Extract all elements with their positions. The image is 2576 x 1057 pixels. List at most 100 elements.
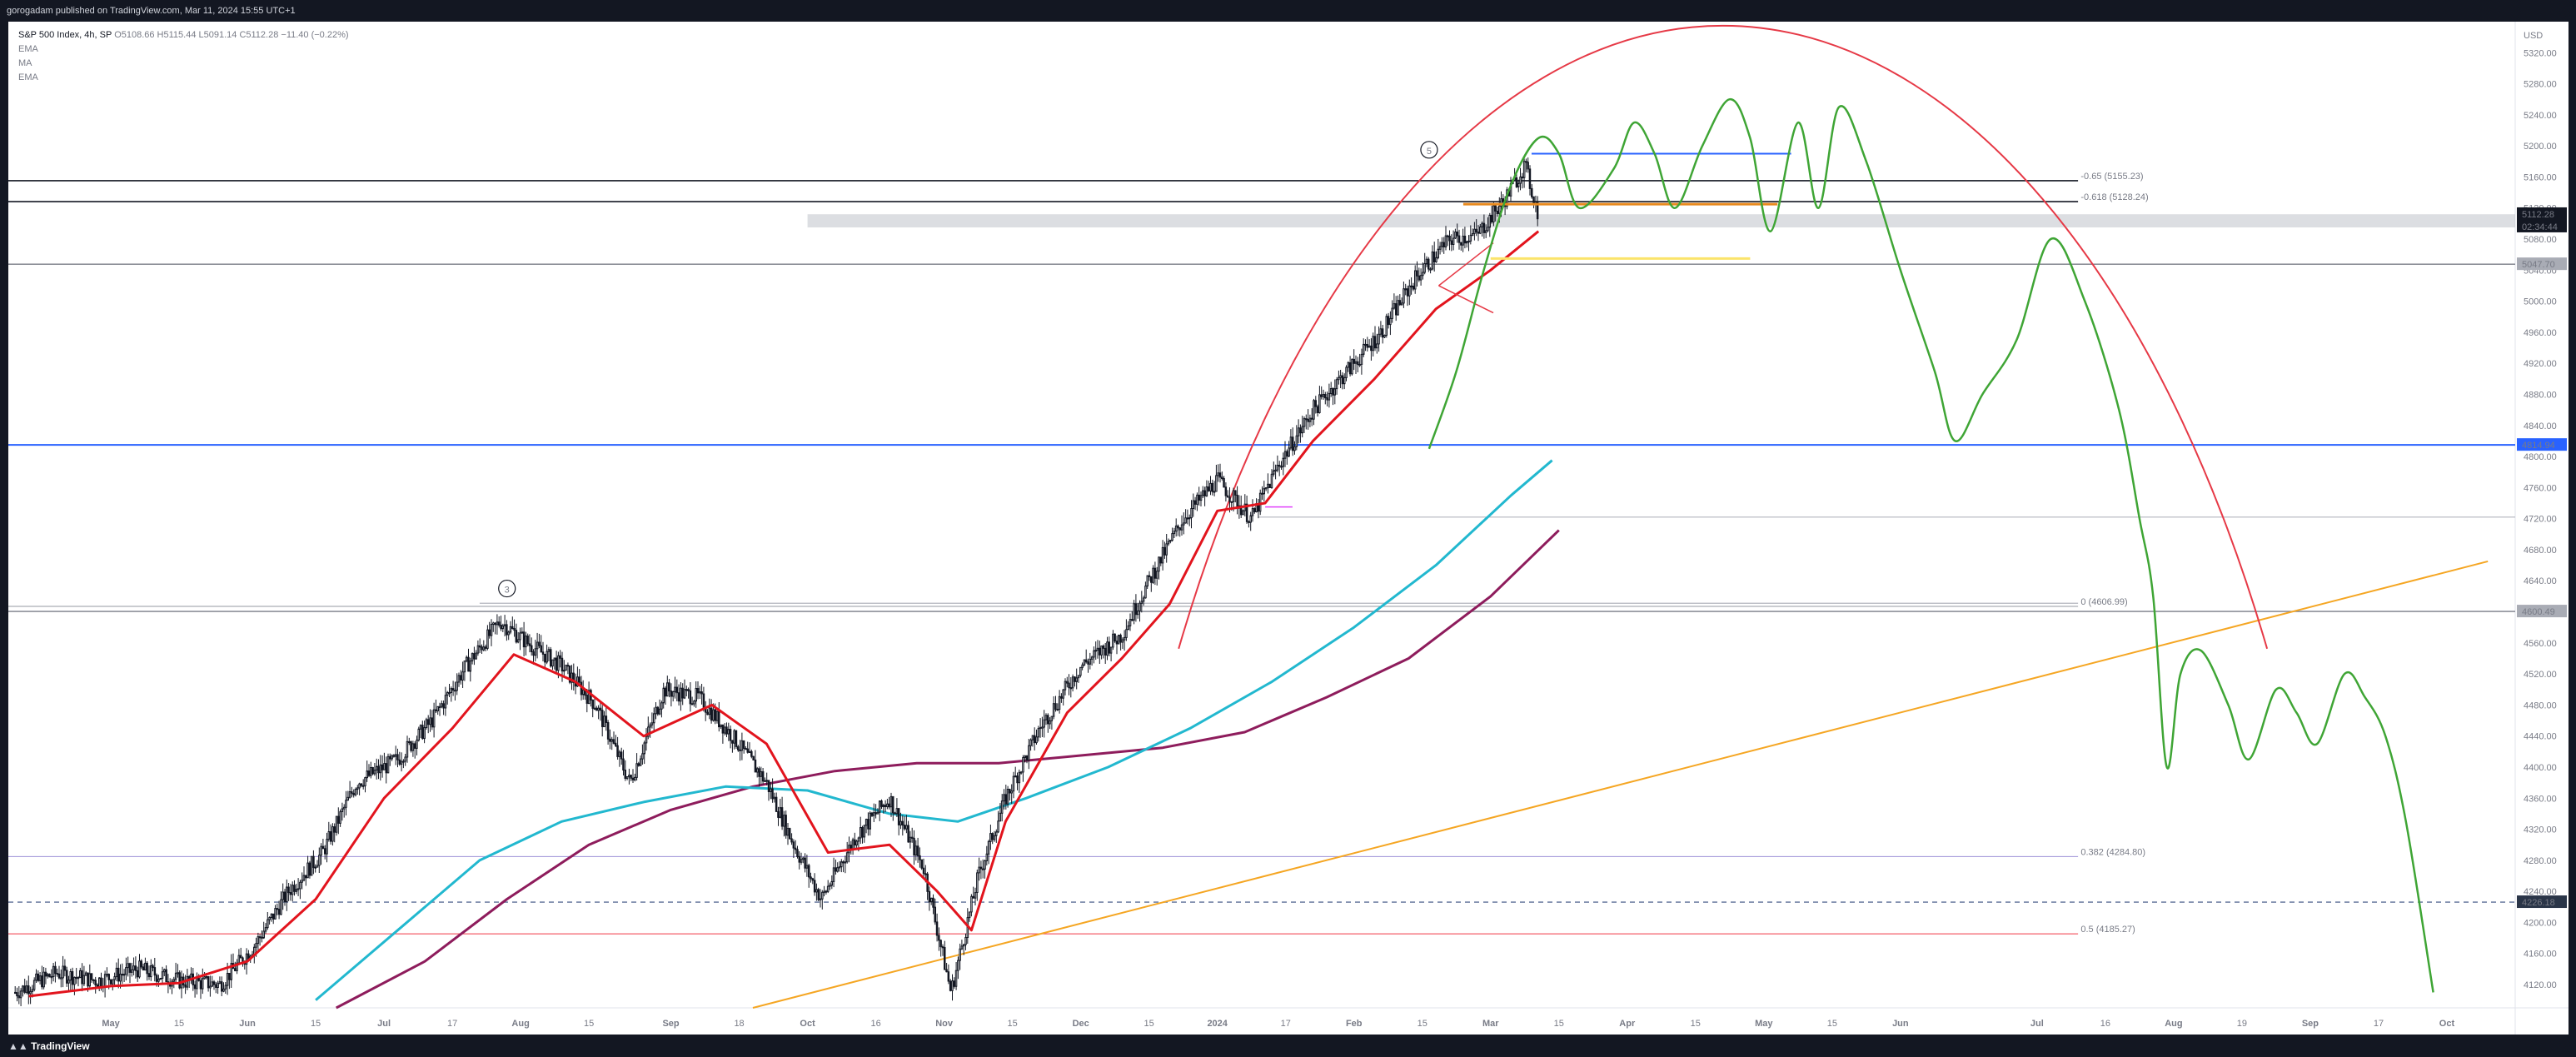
candle-body [1010, 790, 1013, 794]
candle-body [1221, 476, 1223, 479]
candle-body [1403, 288, 1405, 304]
candle-body [1442, 242, 1445, 248]
candle-body [601, 710, 604, 727]
candle-body [1152, 567, 1154, 583]
price-badge-bg [2517, 257, 2567, 271]
candle-body [52, 965, 55, 978]
candle-body [550, 649, 552, 667]
candle-body [826, 885, 830, 892]
candle-body [221, 981, 223, 992]
candle-body [209, 985, 212, 989]
candle-body [850, 845, 852, 850]
candle-body [1081, 664, 1084, 668]
chart-frame: -0.65 (5155.23) -0.618 (5128.24) 0 (4606.9… [8, 22, 2569, 1035]
candle-body [63, 965, 67, 971]
candle-body [671, 691, 675, 697]
candle-body [1381, 328, 1384, 338]
candle-body [1050, 715, 1054, 721]
candle-body [1528, 168, 1532, 189]
candle-body [144, 962, 147, 971]
candle-body [959, 948, 961, 961]
price-tick-label: 4920.00 [2524, 359, 2557, 369]
candle-body [1370, 345, 1373, 352]
candle-body [1016, 775, 1019, 784]
candle-body [1199, 495, 1203, 501]
candle-body [1494, 205, 1497, 212]
candle-body [526, 636, 529, 645]
candle-body [1307, 419, 1309, 422]
tradingview-logo[interactable]: ▲▲ TradingView [8, 1040, 90, 1052]
candle-body [993, 835, 996, 840]
candle-body [1041, 726, 1044, 729]
candle-body [1102, 646, 1105, 649]
candle-body [503, 624, 506, 626]
candle-body [1115, 641, 1119, 645]
candle-body [1471, 233, 1474, 236]
candle-body [1245, 503, 1248, 522]
candle-body [1127, 625, 1129, 631]
indicator-ma[interactable]: MA [18, 58, 32, 68]
indicator-ema-1[interactable]: EMA [18, 44, 38, 54]
candle-body [1047, 715, 1049, 725]
candle-body [132, 965, 135, 970]
candle-body [987, 840, 990, 855]
candle-body [538, 641, 541, 646]
candle-body [396, 754, 399, 760]
candle-body [1218, 472, 1222, 478]
candle-body [1068, 682, 1070, 689]
ma-line [315, 459, 1553, 1001]
candle-body [616, 745, 619, 757]
candle-body [239, 955, 242, 959]
candle-body [451, 688, 455, 691]
candle-body [905, 825, 908, 830]
candle-body [1364, 343, 1367, 347]
candle-body [299, 881, 301, 890]
candle-body [867, 819, 869, 830]
candle-body [1532, 196, 1535, 204]
candle-body [1133, 603, 1135, 621]
indicator-ema-2[interactable]: EMA [18, 72, 38, 82]
candle-body [615, 742, 617, 746]
wave-label: 5 [1427, 147, 1432, 157]
candle-body [984, 860, 986, 870]
candle-body [829, 885, 831, 887]
candle-body [1406, 288, 1409, 297]
candle-body [81, 970, 83, 985]
candle-body [1104, 647, 1107, 656]
candle-body [620, 751, 623, 760]
candle-body [1522, 161, 1526, 178]
candle-body [1258, 492, 1262, 512]
candle-body [1460, 242, 1462, 246]
price-chart[interactable]: -0.65 (5155.23) -0.618 (5128.24) 0 (4606.9… [8, 22, 2569, 1035]
candle-body [1385, 316, 1388, 336]
price-tick-label: 4840.00 [2524, 421, 2557, 431]
candle-body [386, 755, 390, 774]
candle-body [771, 788, 774, 800]
candle-body [894, 812, 896, 815]
candle-body [1389, 317, 1392, 326]
candle-body [202, 978, 204, 990]
candle-body [528, 643, 531, 646]
fib-level-label: 0.5 (4185.27) [2080, 925, 2135, 935]
candle-body [1000, 800, 1004, 814]
candle-body [873, 812, 875, 816]
candle-body [641, 753, 644, 760]
candle-body [731, 740, 734, 744]
candle-body [321, 845, 325, 850]
publish-info: gorogadam published on TradingView.com, … [7, 6, 296, 16]
candle-body [1205, 486, 1208, 496]
candle-body [77, 977, 80, 980]
candle-body [490, 624, 493, 636]
time-tick-label: Aug [2165, 1019, 2182, 1029]
candle-body [1280, 466, 1283, 468]
candle-body [525, 636, 527, 648]
candle-body [257, 936, 260, 945]
symbol-title[interactable]: S&P 500 Index, 4h, SP [18, 30, 112, 40]
candle-body [67, 980, 70, 984]
candle-body [742, 740, 745, 750]
candle-body [337, 815, 340, 824]
candle-body [441, 703, 443, 707]
candle-body [1487, 227, 1489, 232]
candle-body [655, 706, 657, 715]
candle-body [957, 960, 959, 971]
